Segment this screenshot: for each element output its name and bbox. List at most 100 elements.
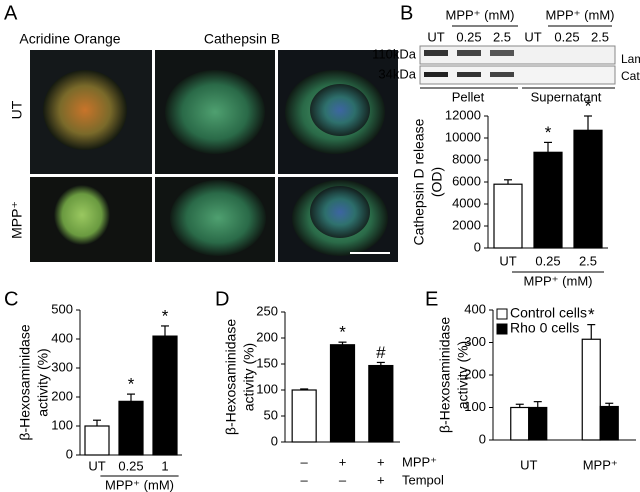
lane-label: UT xyxy=(427,29,444,44)
group-label: MPP⁺ (mM) xyxy=(105,477,174,492)
y-axis-label: (OD) xyxy=(429,167,445,197)
y-tick-label: 150 xyxy=(256,355,278,370)
bar xyxy=(291,389,317,443)
y-tick-label: 200 xyxy=(51,388,73,403)
y-tick-label: 6000 xyxy=(452,173,481,188)
bar xyxy=(118,400,144,456)
size-label: 110kDa xyxy=(372,46,417,61)
x-tick-label: 1 xyxy=(161,458,168,473)
significance: # xyxy=(376,343,386,362)
y-axis-label: β-Hexosaminidase xyxy=(437,317,453,433)
y-axis-label: β-Hexosaminidase xyxy=(223,319,239,435)
condition-mark: + xyxy=(377,454,385,469)
bar xyxy=(84,425,110,456)
fraction-label: Supernatant xyxy=(531,89,602,104)
y-tick-label: 250 xyxy=(256,303,278,318)
legend-label: Control cells xyxy=(510,305,587,321)
y-tick-label: 0 xyxy=(66,446,73,461)
y-tick-label: 2000 xyxy=(452,217,481,232)
y-tick-label: 100 xyxy=(464,399,486,414)
blot xyxy=(419,45,616,85)
row-label: MPP⁺ xyxy=(9,201,25,239)
size-label: 34kDa xyxy=(378,66,416,81)
lane-label: 2.5 xyxy=(591,29,609,44)
y-tick-label: 0 xyxy=(479,431,486,446)
bar xyxy=(493,183,523,249)
blot-header: MPP⁺ (mM) xyxy=(546,7,615,22)
bar xyxy=(599,405,619,441)
significance: * xyxy=(545,123,552,142)
y-axis-label: activity (%) xyxy=(35,348,51,416)
y-tick-label: 8000 xyxy=(452,151,481,166)
y-tick-label: 50 xyxy=(264,407,278,422)
x-tick-label: 0.25 xyxy=(535,253,560,268)
y-tick-label: 200 xyxy=(256,329,278,344)
lane-label: 2.5 xyxy=(493,29,511,44)
y-axis-label: activity (%) xyxy=(455,341,471,409)
x-tick-label: 2.5 xyxy=(579,253,597,268)
panel-label: B xyxy=(400,2,413,24)
lane-label: UT xyxy=(524,29,541,44)
y-tick-label: 0 xyxy=(474,239,481,254)
significance: * xyxy=(128,375,135,394)
column-label: Acridine Orange xyxy=(19,31,120,47)
bar xyxy=(581,338,601,441)
micrographs xyxy=(30,50,398,262)
panel-label: A xyxy=(4,2,18,24)
legend-label: Rho 0 cells xyxy=(510,320,579,336)
condition-mark: – xyxy=(339,472,347,487)
condition-mark: – xyxy=(301,472,309,487)
x-tick-label: UT xyxy=(88,458,105,473)
y-tick-label: 300 xyxy=(51,359,73,374)
condition-mark: – xyxy=(301,454,309,469)
panel-label: C xyxy=(4,288,18,310)
condition-label: Tempol xyxy=(402,472,444,487)
y-tick-label: 100 xyxy=(51,417,73,432)
condition-label: MPP⁺ xyxy=(402,454,437,469)
x-tick-label: 0.25 xyxy=(118,458,143,473)
bar xyxy=(573,129,603,249)
y-tick-label: 12000 xyxy=(445,107,481,122)
legend-swatch xyxy=(496,308,508,320)
panel-label: D xyxy=(215,288,229,310)
significance: * xyxy=(588,305,595,324)
y-tick-label: 400 xyxy=(464,301,486,316)
group-label: MPP⁺ (mM) xyxy=(524,273,593,288)
y-tick-label: 10000 xyxy=(445,129,481,144)
fraction-label: Pellet xyxy=(452,89,485,104)
condition-mark: + xyxy=(339,454,347,469)
lane-label: 0.25 xyxy=(456,29,481,44)
x-tick-label: MPP⁺ xyxy=(583,457,618,472)
bar xyxy=(510,406,530,441)
blot-header: MPP⁺ (mM) xyxy=(446,7,515,22)
bar xyxy=(533,151,563,249)
condition-mark: + xyxy=(377,472,385,487)
protein-label: Cath. D xyxy=(621,69,640,83)
bar xyxy=(152,335,178,456)
y-tick-label: 0 xyxy=(271,433,278,448)
significance: * xyxy=(585,96,592,115)
y-tick-label: 300 xyxy=(464,334,486,349)
bar xyxy=(329,344,356,443)
column-label: Cathepsin B xyxy=(204,31,280,47)
y-axis-label: β-Hexosaminidase xyxy=(17,324,33,440)
lane-label: 0.25 xyxy=(554,29,579,44)
bar xyxy=(368,364,394,443)
x-tick-label: UT xyxy=(520,457,537,472)
y-tick-label: 500 xyxy=(51,301,73,316)
significance: * xyxy=(162,306,169,325)
row-label: UT xyxy=(9,100,25,119)
y-tick-label: 4000 xyxy=(452,195,481,210)
y-axis-label: Cathepsin D release xyxy=(411,118,427,245)
y-tick-label: 100 xyxy=(256,381,278,396)
x-tick-label: UT xyxy=(499,253,516,268)
legend-swatch xyxy=(496,323,508,335)
y-tick-label: 400 xyxy=(51,330,73,345)
panel-label: E xyxy=(425,288,438,310)
protein-label: Lamp2 xyxy=(621,52,640,66)
significance: * xyxy=(339,323,346,342)
y-axis-label: activity (%) xyxy=(241,343,257,411)
bar xyxy=(528,406,548,441)
y-tick-label: 200 xyxy=(464,366,486,381)
